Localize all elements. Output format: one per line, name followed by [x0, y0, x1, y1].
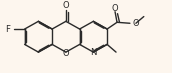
Text: O: O: [112, 4, 118, 13]
Text: O: O: [63, 1, 69, 10]
Text: O: O: [133, 19, 139, 28]
Text: N: N: [90, 48, 97, 57]
Text: O: O: [63, 49, 69, 58]
Text: F: F: [5, 25, 10, 34]
